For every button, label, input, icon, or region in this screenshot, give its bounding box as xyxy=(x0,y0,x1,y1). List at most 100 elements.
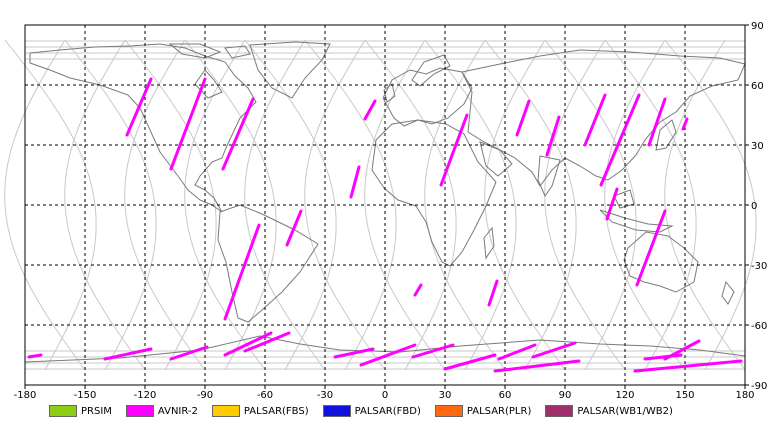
x-tick-label: 30 xyxy=(439,390,452,401)
legend: PRSIM AVNIR-2 PALSAR(FBS) PALSAR(FBD) PA… xyxy=(49,403,687,419)
x-tick-label: 180 xyxy=(735,390,754,401)
x-tick-label: -90 xyxy=(197,390,213,401)
y-tick-label: -90 xyxy=(751,381,767,392)
observation-segment xyxy=(169,77,207,171)
observation-segment xyxy=(413,283,423,297)
observation-segment xyxy=(605,187,619,221)
legend-item-palsar-plr: PALSAR(PLR) xyxy=(434,405,532,417)
observation-segment xyxy=(27,353,43,359)
x-axis-ticks: -180 -150 -120 -90 -60 -30 0 30 60 90 120 150 180 xyxy=(14,385,755,401)
legend-label: PALSAR(PLR) xyxy=(466,405,532,417)
legend-item-palsar-fbd: PALSAR(FBD) xyxy=(322,405,421,417)
x-tick-label: 0 xyxy=(382,390,388,401)
coastline-asia xyxy=(461,49,746,187)
observation-segment xyxy=(349,165,361,199)
y-tick-label: 60 xyxy=(751,81,764,92)
observation-segment xyxy=(443,353,497,371)
legend-label: PALSAR(FBD) xyxy=(354,405,421,417)
legend-swatch xyxy=(211,405,240,417)
observation-segments xyxy=(27,77,743,373)
x-tick-label: -150 xyxy=(74,390,97,401)
legend-swatch xyxy=(545,405,574,417)
y-tick-label: 30 xyxy=(751,141,764,152)
observation-segment xyxy=(363,99,377,121)
coastline-south-america xyxy=(217,204,319,323)
legend-item-palsar-wb: PALSAR(WB1/WB2) xyxy=(545,405,673,417)
coastline-africa xyxy=(371,119,497,267)
orbit-track xyxy=(484,39,577,371)
legend-item-palsar-fbs: PALSAR(FBS) xyxy=(211,405,309,417)
legend-label: AVNIR-2 xyxy=(157,405,198,417)
observation-segment xyxy=(169,345,209,361)
coastline-hudson-bay xyxy=(194,69,223,99)
legend-label: PRSIM xyxy=(81,405,112,417)
x-tick-label: 150 xyxy=(675,390,694,401)
orbit-track xyxy=(4,39,86,371)
coastlines xyxy=(24,41,746,363)
y-axis-ticks: 90 60 30 0 -30 -60 -90 xyxy=(745,21,767,392)
x-tick-label: -30 xyxy=(317,390,333,401)
legend-swatch xyxy=(434,405,463,417)
coastline-madagascar xyxy=(483,226,495,260)
coastline-indonesia xyxy=(599,189,674,233)
observation-segment xyxy=(223,223,261,321)
orbit-track xyxy=(484,39,566,371)
orbit-track xyxy=(424,39,506,371)
grid-lines xyxy=(25,25,745,385)
observation-segment xyxy=(599,93,641,187)
orbit-track xyxy=(544,39,626,371)
orbit-track xyxy=(64,39,157,371)
observation-segment xyxy=(681,117,689,131)
legend-swatch xyxy=(125,405,154,417)
orbit-track xyxy=(124,39,217,371)
x-tick-label: 120 xyxy=(615,390,634,401)
legend-label: PALSAR(WB1/WB2) xyxy=(577,405,673,417)
observation-segment xyxy=(633,359,743,373)
legend-label: PALSAR(FBS) xyxy=(243,405,309,417)
observation-segment xyxy=(583,93,607,147)
orbit-track xyxy=(604,39,697,371)
coastline-greenland xyxy=(249,41,331,99)
orbit-tracks xyxy=(4,39,757,371)
orbit-track xyxy=(64,39,146,371)
y-tick-label: -30 xyxy=(751,261,767,272)
orbit-track xyxy=(4,39,97,371)
orbit-track xyxy=(604,39,686,371)
x-tick-label: 90 xyxy=(559,390,572,401)
observation-segment xyxy=(359,343,417,367)
observation-segment xyxy=(531,341,577,359)
coastline-scandinavia xyxy=(411,54,451,87)
legend-item-prsim: PRSIM xyxy=(49,405,112,417)
legend-swatch xyxy=(49,405,77,417)
coastline-new-zealand xyxy=(721,280,735,305)
observation-segment xyxy=(545,115,561,157)
x-tick-label: 60 xyxy=(499,390,512,401)
observation-segment xyxy=(647,97,667,147)
orbit-track xyxy=(124,39,206,371)
orbit-track xyxy=(304,39,386,371)
observation-segment xyxy=(497,343,537,361)
y-tick-label: 90 xyxy=(751,21,764,32)
observation-segment xyxy=(487,279,499,307)
orbit-track xyxy=(544,39,637,371)
orbit-track xyxy=(364,39,457,371)
legend-swatch xyxy=(322,405,351,417)
y-tick-label: -60 xyxy=(751,321,767,332)
orbit-track xyxy=(364,39,446,371)
x-tick-label: -60 xyxy=(257,390,273,401)
coastline-australia xyxy=(623,231,699,293)
coastline-europe xyxy=(382,67,473,127)
orbit-track xyxy=(184,39,277,371)
observation-segment xyxy=(493,359,581,373)
coastline-british-isles xyxy=(383,83,396,103)
coastline-india xyxy=(537,155,561,198)
orbit-track xyxy=(304,39,397,371)
observation-segment xyxy=(439,113,469,187)
observation-segment xyxy=(243,331,291,353)
y-tick-label: 0 xyxy=(751,201,757,212)
observation-segment xyxy=(285,209,303,247)
observation-segment xyxy=(635,209,667,287)
legend-item-avnir2: AVNIR-2 xyxy=(125,405,198,417)
observation-segment xyxy=(515,99,531,137)
